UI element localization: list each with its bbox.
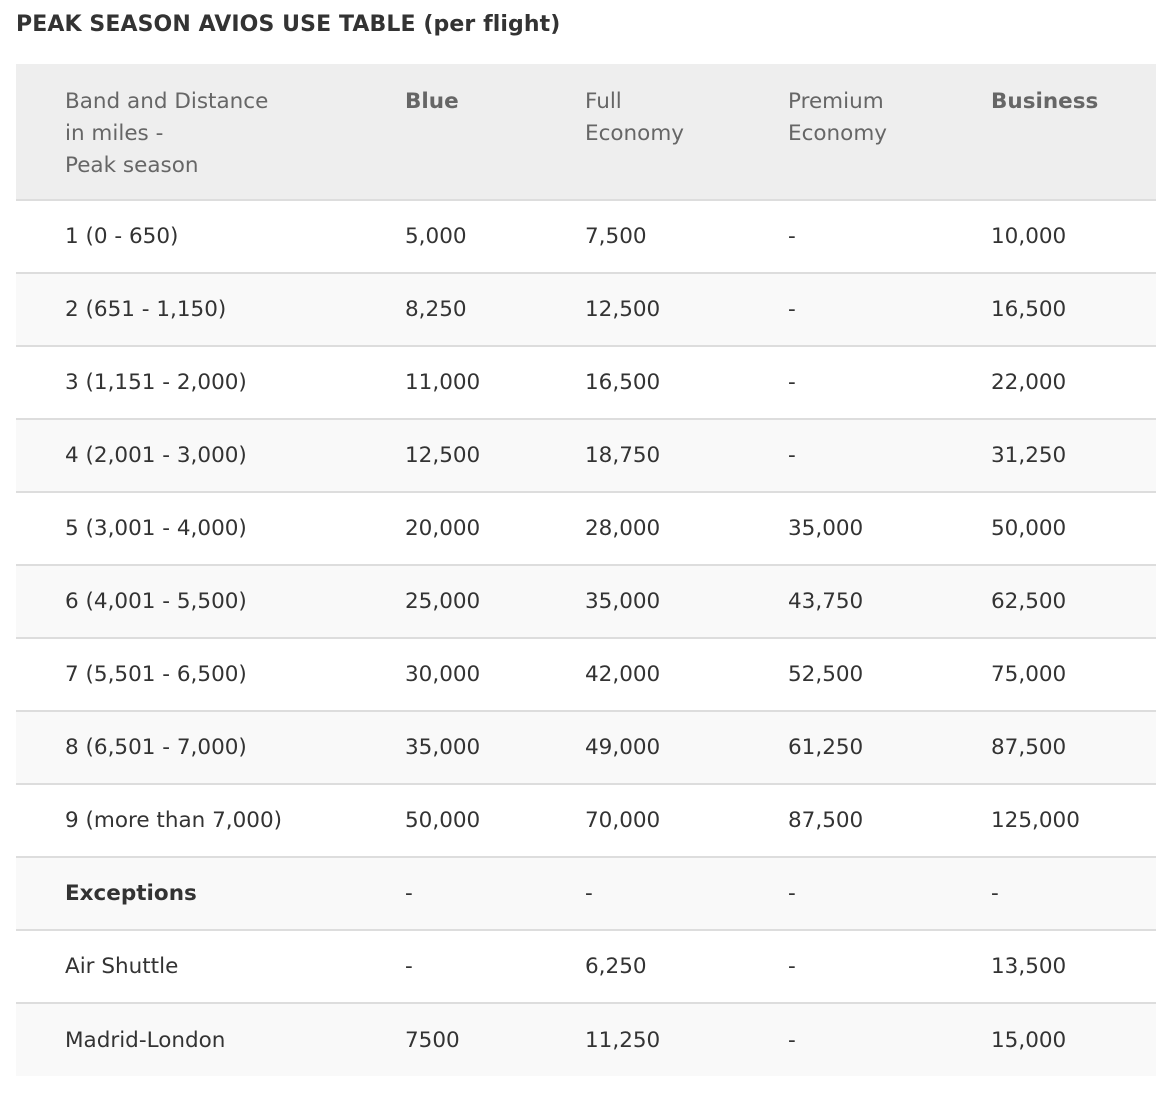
cell-full-economy: 16,500 (585, 370, 661, 395)
cell-band: 6 (4,001 - 5,500) (65, 589, 247, 614)
cell-business: 10,000 (991, 224, 1067, 249)
cell-full-economy: 35,000 (585, 589, 661, 614)
cell-blue: 11,000 (405, 370, 481, 395)
header-blue: Blue (405, 64, 585, 200)
cell-band: 1 (0 - 650) (65, 224, 179, 249)
cell-full-economy: - (585, 881, 593, 906)
header-line: Economy (788, 121, 888, 146)
cell-business: 75,000 (991, 662, 1067, 687)
header-line: Blue (405, 89, 459, 114)
cell-business: 87,500 (991, 735, 1067, 760)
cell-business: 31,250 (991, 443, 1067, 468)
cell-premium-economy: 52,500 (788, 662, 864, 687)
cell-full-economy: 42,000 (585, 662, 661, 687)
cell-premium-economy: - (788, 954, 796, 979)
cell-premium-economy: 87,500 (788, 808, 864, 833)
cell-full-economy: 70,000 (585, 808, 661, 833)
table-row: 4 (2,001 - 3,000) 12,500 18,750 - 31,250 (16, 419, 1156, 492)
cell-blue: 35,000 (405, 735, 481, 760)
cell-band: 8 (6,501 - 7,000) (65, 735, 247, 760)
cell-business: 16,500 (991, 297, 1067, 322)
header-line: Economy (585, 121, 685, 146)
page-title: PEAK SEASON AVIOS USE TABLE (per flight) (16, 12, 561, 37)
cell-premium-economy: - (788, 881, 796, 906)
cell-band: Exceptions (65, 881, 197, 906)
cell-full-economy: 18,750 (585, 443, 661, 468)
table-row: Air Shuttle - 6,250 - 13,500 (16, 930, 1156, 1003)
cell-premium-economy: 35,000 (788, 516, 864, 541)
cell-blue: 5,000 (405, 224, 467, 249)
cell-premium-economy: - (788, 297, 796, 322)
cell-blue: - (405, 954, 413, 979)
cell-band: 4 (2,001 - 3,000) (65, 443, 247, 468)
cell-full-economy: 6,250 (585, 954, 647, 979)
header-full-economy: Full Economy (585, 64, 788, 200)
cell-band: Air Shuttle (65, 954, 179, 979)
cell-blue: 8,250 (405, 297, 467, 322)
cell-blue: 20,000 (405, 516, 481, 541)
cell-premium-economy: - (788, 443, 796, 468)
cell-blue: 50,000 (405, 808, 481, 833)
header-line: Premium (788, 89, 884, 114)
cell-business: 50,000 (991, 516, 1067, 541)
cell-business: 15,000 (991, 1027, 1067, 1053)
table-row: 9 (more than 7,000) 50,000 70,000 87,500 125… (16, 784, 1156, 857)
cell-business: 125,000 (991, 808, 1080, 833)
table-header: Band and Distance in miles - Peak season Bl… (16, 64, 1156, 200)
cell-business: 62,500 (991, 589, 1067, 614)
header-line: Business (991, 89, 1099, 114)
cell-business: 22,000 (991, 370, 1067, 395)
cell-full-economy: 49,000 (585, 735, 661, 760)
cell-blue: 30,000 (405, 662, 481, 687)
table-row: 3 (1,151 - 2,000) 11,000 16,500 - 22,000 (16, 346, 1156, 419)
cell-band: 7 (5,501 - 6,500) (65, 662, 247, 687)
cell-band: 2 (651 - 1,150) (65, 297, 227, 322)
cell-band: 9 (more than 7,000) (65, 808, 283, 833)
cell-band: 5 (3,001 - 4,000) (65, 516, 247, 541)
table-row: Exceptions - - - - (16, 857, 1156, 930)
cell-premium-economy: 61,250 (788, 735, 864, 760)
cell-premium-economy: - (788, 224, 796, 249)
cell-full-economy: 7,500 (585, 224, 647, 249)
cell-premium-economy: - (788, 370, 796, 395)
header-line: Full (585, 89, 622, 114)
table-row: 5 (3,001 - 4,000) 20,000 28,000 35,000 50,00… (16, 492, 1156, 565)
cell-full-economy: 11,250 (585, 1027, 661, 1053)
table-body: 1 (0 - 650) 5,000 7,500 - 10,000 2 (651 - 1,1… (16, 200, 1156, 1076)
cell-blue: 12,500 (405, 443, 481, 468)
cell-premium-economy: - (788, 1027, 796, 1053)
header-line: Peak season (65, 153, 199, 178)
header-business: Business (991, 64, 1156, 200)
header-line: in miles - (65, 121, 164, 146)
table-row: 2 (651 - 1,150) 8,250 12,500 - 16,500 (16, 273, 1156, 346)
cell-blue: - (405, 881, 413, 906)
cell-band: Madrid-London (65, 1027, 226, 1053)
cell-band: 3 (1,151 - 2,000) (65, 370, 247, 395)
cell-full-economy: 28,000 (585, 516, 661, 541)
table-row: 8 (6,501 - 7,000) 35,000 49,000 61,250 87,50… (16, 711, 1156, 784)
cell-business: 13,500 (991, 954, 1067, 979)
table-row: Madrid-London 7500 11,250 - 15,000 (16, 1003, 1156, 1076)
cell-blue: 7500 (405, 1027, 460, 1053)
cell-blue: 25,000 (405, 589, 481, 614)
header-premium-economy: Premium Economy (788, 64, 991, 200)
avios-table: Band and Distance in miles - Peak season Bl… (16, 64, 1156, 1076)
cell-premium-economy: 43,750 (788, 589, 864, 614)
cell-full-economy: 12,500 (585, 297, 661, 322)
header-line: Band and Distance (65, 89, 269, 114)
header-band-distance: Band and Distance in miles - Peak season (16, 64, 405, 200)
table-row: 7 (5,501 - 6,500) 30,000 42,000 52,500 75,00… (16, 638, 1156, 711)
cell-business: - (991, 881, 999, 906)
table-row: 1 (0 - 650) 5,000 7,500 - 10,000 (16, 200, 1156, 273)
table-row: 6 (4,001 - 5,500) 25,000 35,000 43,750 62,50… (16, 565, 1156, 638)
